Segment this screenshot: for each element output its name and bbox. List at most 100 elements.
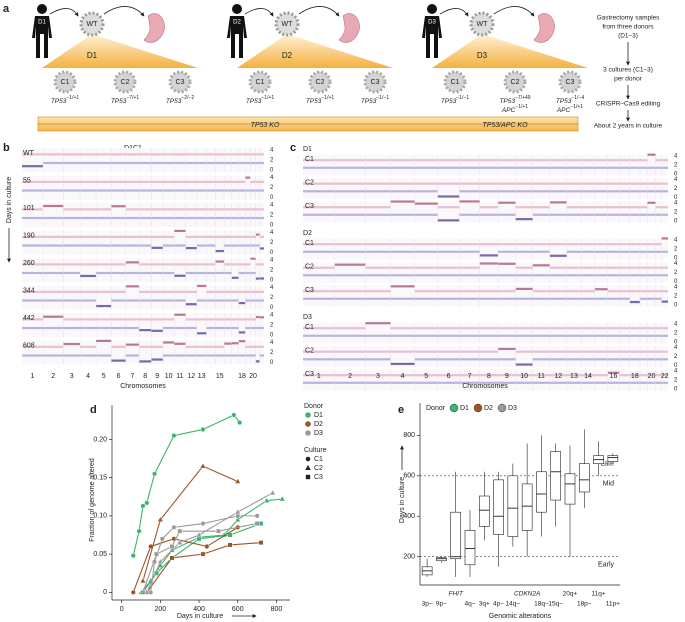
- series-line: [146, 492, 273, 593]
- cn-high: [581, 266, 595, 269]
- cn-tick: 0: [674, 195, 678, 201]
- cn-high: [515, 243, 533, 246]
- cn-tick: 2: [674, 270, 678, 276]
- cn-high: [238, 290, 246, 293]
- cn-low: [196, 161, 207, 165]
- legend-label: C2: [314, 465, 323, 472]
- cn-high: [80, 153, 97, 156]
- cn-low: [479, 190, 499, 193]
- x-tick-label: 400: [193, 606, 205, 613]
- cn-high: [549, 350, 567, 353]
- cn-high: [231, 208, 239, 211]
- culture-organoid: [308, 70, 332, 94]
- cn-low: [206, 244, 216, 247]
- cn-low: [162, 161, 175, 165]
- cn-low: [532, 166, 550, 169]
- cn-low: [255, 161, 260, 165]
- culture-name: C1: [61, 79, 70, 86]
- point: [234, 508, 241, 515]
- cn-low: [162, 216, 175, 220]
- track-label: C1: [305, 324, 314, 331]
- cn-high: [390, 159, 415, 162]
- cn-low: [231, 276, 239, 279]
- track-label: 442: [23, 315, 35, 322]
- cn-high: [206, 290, 216, 293]
- box: [536, 471, 547, 513]
- cn-low: [151, 246, 163, 249]
- cn-low: [619, 166, 630, 169]
- cn-low: [245, 354, 251, 357]
- point: [196, 536, 202, 542]
- cn-low: [215, 271, 225, 275]
- chr-label: 1: [31, 373, 35, 380]
- cn-high: [365, 322, 391, 325]
- point: [136, 528, 142, 534]
- point: [140, 589, 146, 595]
- cn-low: [437, 219, 460, 222]
- cn-low: [245, 244, 251, 247]
- cn-high: [619, 266, 630, 269]
- cn-low: [647, 190, 656, 193]
- cn-low: [437, 274, 460, 277]
- culture-name: C1: [451, 79, 460, 86]
- cn-tick: 2: [674, 210, 678, 216]
- cn-high: [139, 263, 152, 266]
- cn-high: [162, 235, 175, 238]
- point: [176, 539, 183, 545]
- cn-high: [22, 235, 43, 238]
- box: [493, 479, 504, 535]
- genotype: TP53−7/+49: [499, 95, 530, 104]
- x-tick-label: 20q+: [563, 591, 578, 598]
- culture-organoid: [113, 70, 137, 94]
- cn-low: [111, 189, 126, 192]
- cn-low: [174, 189, 186, 192]
- cn-high: [498, 182, 516, 185]
- culture-organoid: [248, 70, 272, 94]
- cn-low: [619, 250, 630, 253]
- x-tick-label: 18p−: [577, 601, 592, 608]
- cn-high: [532, 350, 550, 353]
- cn-high: [479, 290, 499, 293]
- point: [177, 528, 183, 534]
- cn-low: [498, 213, 516, 216]
- cn-high: [196, 153, 207, 156]
- cn-high: [63, 180, 81, 183]
- donor-name: D2: [233, 20, 241, 26]
- chr-label: 16: [610, 373, 618, 380]
- cn-low: [231, 189, 239, 192]
- x-tick-label: 11p+: [606, 601, 620, 608]
- cn-low: [151, 216, 163, 220]
- cn-high: [215, 290, 225, 293]
- cn-high: [42, 315, 64, 318]
- cn-low: [532, 297, 550, 300]
- cn-high: [111, 180, 126, 183]
- cn-low: [80, 354, 97, 357]
- chr-label: 6: [447, 373, 451, 380]
- cn-low: [639, 166, 648, 169]
- cn-high: [498, 290, 516, 293]
- cn-tick: 2: [270, 268, 274, 274]
- allele: −1/+1: [261, 95, 274, 101]
- genotype: TP53−7/+1: [111, 95, 140, 104]
- cn-low: [259, 354, 264, 357]
- cn-low: [661, 250, 668, 253]
- cn-high: [390, 266, 415, 269]
- cn-high: [139, 208, 152, 211]
- cn-high: [629, 290, 640, 293]
- axis-title: Chromosomes: [462, 383, 508, 390]
- cn-low: [42, 271, 64, 275]
- axis-title: Days in culture: [6, 177, 13, 223]
- cn-low: [151, 299, 163, 302]
- cn-low: [238, 216, 246, 220]
- cn-high: [80, 208, 97, 211]
- legend-title: Donor: [304, 403, 324, 410]
- track-label: 55: [23, 177, 31, 184]
- cn-tick: 2: [674, 378, 678, 384]
- cn-low: [515, 190, 533, 193]
- cn-low: [390, 250, 415, 253]
- cn-low: [655, 166, 662, 169]
- cn-high: [437, 182, 460, 185]
- cn-high: [594, 350, 608, 353]
- donor-head: [427, 4, 437, 14]
- cn-high: [639, 374, 648, 377]
